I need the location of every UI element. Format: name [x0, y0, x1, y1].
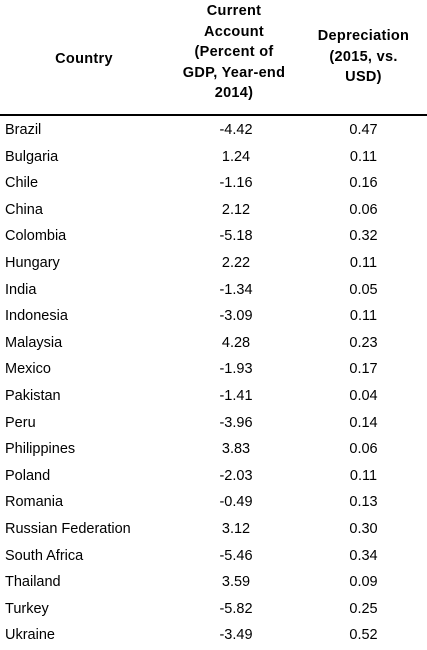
cell-depreciation: 0.52 — [349, 627, 378, 644]
cell-current-account: -5.82 — [219, 600, 253, 617]
cell-country: Russian Federation — [5, 520, 131, 537]
header-country-line: Country — [55, 51, 113, 67]
table-row: Chile -1.16 0.16 — [0, 170, 427, 197]
header-current-account-line: (Percent of — [194, 44, 274, 60]
cell-current-account: -4.42 — [219, 122, 253, 138]
header-current-account-line: Account — [203, 23, 265, 40]
cell-current-account: 3.59 — [221, 574, 251, 591]
table-body: Brazil -4.42 0.47 Bulgaria 1.24 0.11 Chile -1.1… — [0, 117, 427, 649]
cell-current-account: 4.28 — [221, 334, 251, 351]
table-row: Indonesia -3.09 0.11 — [0, 303, 427, 330]
table-row: Poland -2.03 0.11 — [0, 463, 427, 490]
cell-depreciation: 0.14 — [349, 414, 378, 431]
table-header: Country Current Account (Percent of GDP,… — [0, 0, 427, 116]
cell-country: Ukraine — [5, 627, 55, 644]
cell-country: Philippines — [5, 441, 76, 458]
table-row: Russian Federation 3.12 0.30 — [0, 516, 427, 543]
cell-current-account: 3.12 — [221, 520, 251, 537]
table-row: Romania -0.49 0.13 — [0, 489, 427, 516]
cell-depreciation: 0.13 — [349, 494, 378, 511]
header-current-account: Current Account (Percent of GDP, Year-en… — [168, 1, 300, 104]
cell-depreciation: 0.05 — [349, 281, 378, 298]
cell-current-account: -2.03 — [219, 467, 253, 484]
cell-country: Chile — [5, 175, 39, 192]
table-row: Bulgaria 1.24 0.11 — [0, 144, 427, 171]
header-depreciation-line: Depreciation — [317, 28, 410, 44]
table-row: Ukraine -3.49 0.52 — [0, 622, 427, 649]
table-row: Philippines 3.83 0.06 — [0, 436, 427, 463]
cell-current-account: -3.96 — [219, 414, 253, 431]
cell-depreciation: 0.23 — [349, 334, 378, 351]
header-depreciation-line: USD) — [345, 69, 382, 85]
cell-country: India — [5, 281, 37, 298]
cell-depreciation: 0.32 — [349, 228, 378, 245]
cell-country: Mexico — [5, 361, 51, 378]
cell-country: Poland — [5, 467, 51, 484]
cell-depreciation: 0.16 — [349, 175, 378, 192]
cell-current-account: -3.09 — [219, 308, 253, 325]
cell-country: Colombia — [5, 228, 67, 245]
cell-current-account: -5.46 — [219, 547, 253, 564]
cell-depreciation: 0.47 — [349, 122, 378, 138]
table-row: Hungary 2.22 0.11 — [0, 250, 427, 277]
cell-country: South Africa — [5, 547, 84, 564]
cell-current-account: -1.41 — [219, 387, 253, 404]
cell-current-account: 2.22 — [221, 254, 251, 271]
cell-depreciation: 0.06 — [349, 441, 378, 458]
cell-depreciation: 0.11 — [349, 148, 378, 165]
table-row: Brazil -4.42 0.47 — [0, 117, 427, 144]
table-row: India -1.34 0.05 — [0, 277, 427, 304]
header-current-account-line: GDP, Year-end — [182, 64, 286, 81]
cell-country: Malaysia — [5, 334, 63, 351]
cell-country: Hungary — [5, 254, 60, 271]
table-row: Turkey -5.82 0.25 — [0, 596, 427, 623]
header-depreciation: Depreciation (2015, vs. USD) — [300, 26, 427, 88]
header-depreciation-line: (2015, vs. — [329, 48, 398, 65]
cell-current-account: -5.18 — [219, 228, 253, 245]
cell-depreciation: 0.11 — [349, 254, 378, 271]
cell-depreciation: 0.06 — [349, 201, 378, 218]
cell-depreciation: 0.11 — [349, 467, 378, 484]
cell-current-account: 2.12 — [221, 201, 251, 218]
cell-country: China — [5, 201, 43, 218]
cell-current-account: 1.24 — [221, 148, 251, 165]
cell-current-account: -1.34 — [219, 281, 253, 298]
cell-depreciation: 0.25 — [349, 600, 378, 617]
cell-depreciation: 0.11 — [349, 308, 378, 325]
cell-depreciation: 0.09 — [349, 574, 378, 591]
cell-depreciation: 0.17 — [349, 361, 378, 378]
cell-country: Turkey — [5, 600, 49, 617]
table-row: China 2.12 0.06 — [0, 197, 427, 224]
cell-current-account: 3.83 — [221, 441, 251, 458]
header-country: Country — [0, 49, 168, 70]
header-current-account-line: 2014) — [214, 85, 254, 101]
table-row: South Africa -5.46 0.34 — [0, 543, 427, 570]
table-row: Thailand 3.59 0.09 — [0, 569, 427, 596]
cell-country: Bulgaria — [5, 148, 59, 165]
cell-depreciation: 0.34 — [349, 547, 378, 564]
cell-current-account: -0.49 — [219, 494, 253, 511]
cell-depreciation: 0.04 — [349, 387, 378, 404]
table-row: Mexico -1.93 0.17 — [0, 356, 427, 383]
cell-country: Romania — [5, 494, 64, 511]
table-row: Peru -3.96 0.14 — [0, 410, 427, 437]
cell-current-account: -1.93 — [219, 361, 253, 378]
cell-country: Pakistan — [5, 387, 61, 404]
cell-country: Thailand — [5, 574, 61, 591]
cell-country: Brazil — [5, 122, 42, 138]
cell-country: Indonesia — [5, 308, 68, 325]
table-row: Malaysia 4.28 0.23 — [0, 330, 427, 357]
table-row: Colombia -5.18 0.32 — [0, 223, 427, 250]
cell-current-account: -3.49 — [219, 627, 253, 644]
cell-current-account: -1.16 — [219, 175, 253, 192]
header-current-account-line: Current — [206, 3, 262, 19]
cell-depreciation: 0.30 — [349, 520, 378, 537]
cell-country: Peru — [5, 414, 36, 431]
table-row: Pakistan -1.41 0.04 — [0, 383, 427, 410]
